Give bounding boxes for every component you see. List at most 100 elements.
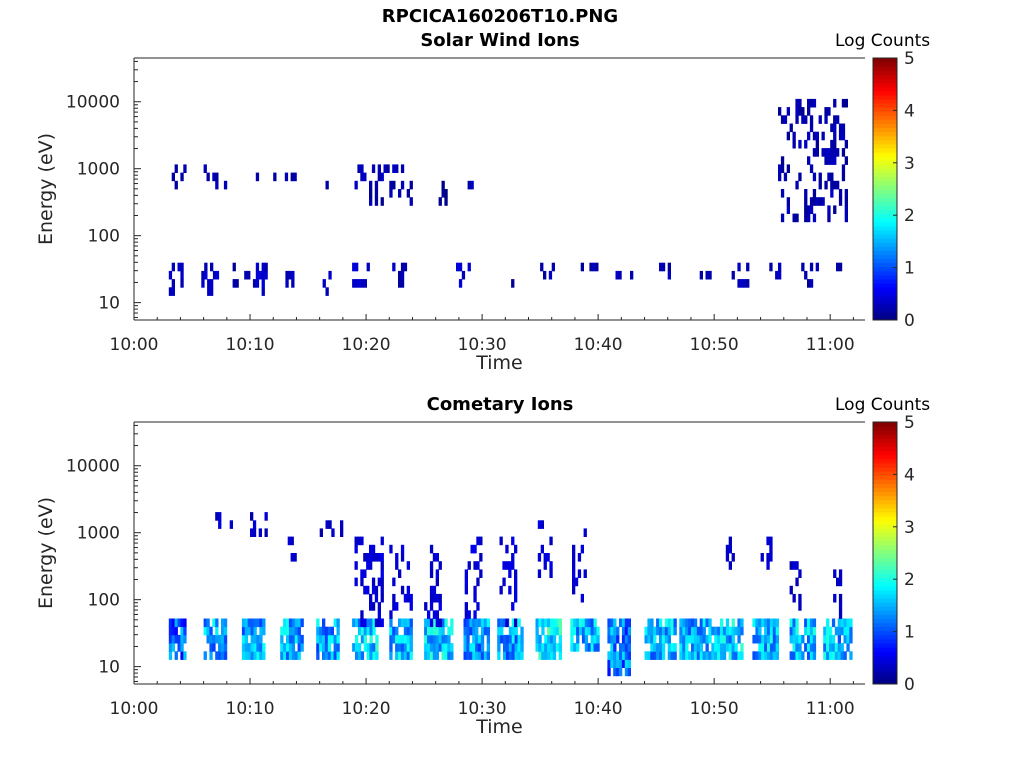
spectrogram-cell — [830, 156, 834, 165]
colorbar-swatch — [873, 544, 897, 550]
spectrogram-cell — [322, 279, 326, 288]
spectrogram-cell — [841, 164, 846, 173]
spectrogram-cell — [679, 643, 683, 652]
spectrogram-cell — [250, 634, 254, 644]
spectrogram-cell — [168, 270, 173, 280]
spectrogram-cell — [667, 626, 671, 636]
spectrogram-cell — [809, 205, 814, 214]
spectrogram-cell — [627, 618, 631, 628]
spectrogram-cell — [300, 634, 304, 644]
spectrogram-cell — [829, 634, 833, 644]
colorbar-swatch — [873, 189, 897, 194]
x-tick-label: 11:00 — [806, 699, 855, 719]
spectrogram-cell — [511, 626, 515, 636]
spectrogram-cell — [849, 634, 853, 644]
spectrogram-cell — [256, 643, 260, 652]
spectrogram-cell — [432, 610, 437, 619]
colorbar-swatch — [873, 540, 897, 546]
spectrogram-cell — [607, 634, 611, 644]
spectrogram-cell — [223, 634, 228, 644]
spectrogram-cell — [273, 172, 277, 182]
spectrogram-cell — [795, 98, 799, 108]
spectrogram-cell — [319, 528, 323, 537]
spectrogram-cell — [804, 189, 808, 198]
spectrogram-cell — [406, 593, 410, 603]
spectrogram-cell — [824, 180, 828, 190]
spectrogram-cell — [283, 643, 287, 652]
spectrogram-cell — [725, 544, 730, 554]
spectrogram-cell — [340, 520, 344, 529]
spectrogram-cell — [366, 585, 370, 595]
spectrogram-cell — [570, 634, 574, 644]
spectrogram-cell — [427, 651, 431, 660]
spectrogram-cell — [374, 585, 379, 595]
spectrogram-cell — [435, 610, 439, 619]
spectrogram-cell — [432, 651, 437, 660]
spectrogram-cell — [424, 626, 428, 636]
spectrogram-cell — [826, 651, 830, 660]
spectrogram-cell — [291, 279, 295, 288]
spectrogram-cell — [508, 585, 512, 595]
spectrogram-cell — [221, 634, 225, 644]
spectrogram-cell — [476, 536, 480, 546]
spectrogram-cell — [840, 643, 844, 652]
spectrogram-cell — [728, 643, 732, 652]
colorbar-swatch — [873, 164, 897, 170]
spectrogram-cell — [849, 626, 853, 636]
spectrogram-cell — [514, 618, 518, 628]
spectrogram-cell — [369, 553, 373, 562]
spectrogram-cell — [812, 213, 817, 223]
colorbar-tick-label: 1 — [904, 259, 915, 279]
spectrogram-cell — [369, 544, 373, 554]
spectrogram-cell — [829, 643, 833, 652]
spectrogram-cell — [682, 651, 686, 660]
spectrogram-cell — [333, 618, 337, 628]
spectrogram-cell — [673, 618, 677, 628]
spectrogram-cell — [363, 618, 367, 628]
spectrogram-cell — [432, 585, 437, 595]
spectrogram-cell — [537, 553, 542, 562]
spectrogram-cell — [593, 626, 597, 636]
spectrogram-cell — [357, 279, 362, 288]
spectrogram-cell — [740, 643, 744, 652]
spectrogram-cell — [830, 123, 834, 133]
spectrogram-cell — [400, 643, 405, 652]
spectrogram-cell — [647, 634, 651, 644]
spectrogram-cell — [833, 123, 837, 133]
spectrogram-cell — [693, 651, 698, 660]
spectrogram-cell — [621, 618, 626, 628]
spectrogram-cell — [693, 634, 698, 644]
colorbar-swatch — [873, 491, 897, 497]
spectrogram-cell — [624, 618, 629, 628]
spectrogram-cell — [475, 634, 479, 644]
spectrogram-cell — [441, 634, 445, 644]
spectrogram-cell — [403, 643, 408, 652]
spectrogram-cell — [475, 643, 479, 652]
spectrogram-cell — [241, 634, 246, 644]
spectrogram-cell — [400, 279, 405, 288]
spectrogram-cell — [450, 626, 454, 636]
spectrogram-cell — [380, 618, 384, 628]
colorbar-swatch — [873, 213, 897, 219]
spectrogram-cell — [363, 643, 367, 652]
spectrogram-cell — [432, 553, 437, 562]
spectrogram-cell — [830, 172, 834, 182]
spectrogram-cell — [549, 536, 553, 546]
spectrogram-cell — [607, 659, 611, 668]
spectrogram-cell — [769, 553, 773, 562]
spectrogram-cell — [291, 270, 295, 280]
spectrogram-cell — [398, 189, 402, 198]
spectrogram-cell — [555, 643, 560, 652]
spectrogram-cell — [424, 634, 428, 644]
spectrogram-cell — [291, 634, 296, 644]
spectrogram-cell — [256, 618, 260, 628]
spectrogram-cell — [209, 626, 213, 636]
spectrogram-cell — [201, 279, 205, 288]
spectrogram-cell — [841, 172, 846, 182]
spectrogram-cell — [844, 156, 848, 165]
spectrogram-cell — [371, 577, 376, 587]
spectrogram-cell — [380, 536, 384, 546]
colorbar-swatch — [873, 524, 897, 529]
spectrogram-cell — [406, 626, 410, 636]
spectrogram-cell — [840, 651, 844, 660]
